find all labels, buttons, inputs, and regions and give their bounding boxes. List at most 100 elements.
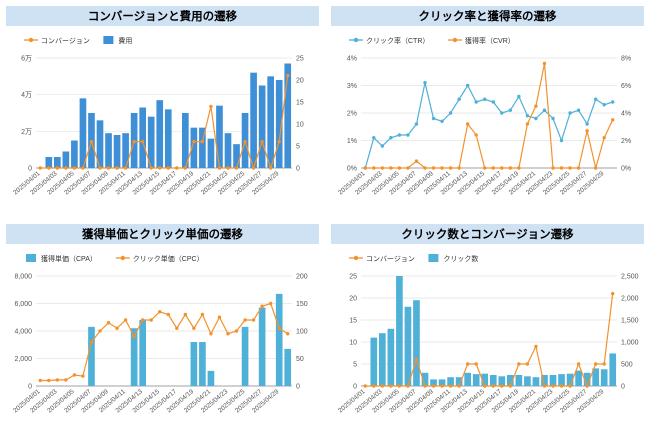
data-point: [593, 97, 598, 101]
data-point: [115, 326, 119, 330]
data-point: [508, 108, 513, 112]
bar: [88, 326, 95, 386]
y-tick-label-right: 4%: [621, 111, 631, 118]
data-point: [217, 166, 222, 170]
data-point: [389, 166, 393, 170]
bar: [455, 377, 463, 386]
data-point: [517, 166, 521, 170]
bar: [430, 379, 437, 386]
data-point: [534, 116, 538, 121]
data-point: [81, 374, 85, 378]
y-tick-label-right: 2%: [621, 138, 631, 145]
data-point: [602, 136, 606, 140]
bar: [549, 375, 557, 386]
data-point: [517, 94, 521, 99]
data-point: [149, 166, 153, 170]
data-point: [491, 100, 495, 104]
data-point: [217, 315, 222, 319]
data-point: [406, 166, 410, 170]
data-point: [363, 166, 367, 170]
data-point: [132, 139, 136, 144]
data-point: [568, 384, 572, 388]
bar: [62, 151, 70, 168]
bar: [199, 127, 206, 168]
data-point: [483, 97, 487, 101]
bar: [507, 375, 514, 386]
data-point: [465, 122, 470, 126]
data-point: [542, 384, 547, 388]
y-tick-label-left: 2万: [21, 128, 32, 136]
bar: [122, 133, 129, 168]
legend-marker: [452, 37, 458, 43]
data-point: [559, 384, 564, 388]
bar: [592, 368, 599, 386]
data-point: [123, 318, 128, 322]
data-point: [132, 334, 136, 339]
data-point: [440, 119, 444, 123]
data-point: [423, 384, 427, 388]
data-point: [457, 384, 461, 388]
legend-label: コンバージョン: [366, 255, 415, 263]
data-point: [397, 384, 402, 388]
data-point: [423, 166, 427, 170]
data-point: [389, 384, 393, 388]
bar: [105, 133, 112, 168]
y-tick-label-right: 0: [296, 166, 300, 173]
data-point: [508, 166, 513, 170]
bar: [190, 342, 198, 386]
legend-marker: [120, 255, 126, 261]
data-point: [234, 329, 239, 333]
data-point: [140, 318, 145, 322]
data-point: [268, 301, 273, 306]
bar: [147, 116, 155, 168]
data-point: [268, 166, 273, 170]
data-point: [585, 384, 589, 388]
y-tick-label-left: 15: [349, 318, 357, 325]
y-tick-label-right: 100: [296, 329, 308, 336]
data-point: [534, 344, 538, 349]
data-point: [542, 61, 547, 66]
data-point: [389, 136, 393, 140]
data-point: [277, 139, 281, 144]
data-point: [234, 166, 239, 170]
data-point: [406, 133, 410, 137]
bar: [156, 100, 164, 168]
y-tick-label-left: 0%: [347, 166, 357, 173]
data-point: [98, 166, 102, 170]
data-point: [508, 384, 513, 388]
data-point: [372, 166, 376, 170]
bar: [258, 307, 266, 386]
data-point: [602, 103, 606, 107]
data-point: [149, 318, 153, 322]
data-point: [200, 312, 205, 317]
legend-label: クリック単価（CPC）: [133, 254, 204, 263]
y-tick-label-right: 10: [296, 122, 304, 129]
data-point: [81, 166, 85, 170]
bar: [267, 76, 274, 168]
data-point: [380, 144, 385, 148]
bar: [224, 133, 232, 168]
y-tick-label-left: 2%: [347, 111, 357, 118]
bar: [275, 80, 283, 168]
bar: [515, 375, 523, 386]
bar: [216, 105, 223, 168]
data-point: [611, 118, 615, 122]
data-point: [47, 378, 51, 383]
chart-title: クリック数とコンバージョン遷移: [331, 224, 644, 244]
bar: [190, 127, 198, 168]
data-point: [47, 166, 51, 170]
data-point: [576, 108, 581, 112]
y-tick-label-left: 6,000: [14, 301, 32, 308]
y-tick-label-right: 2,000: [621, 296, 639, 303]
data-point: [166, 312, 170, 317]
bar: [54, 157, 61, 168]
data-point: [465, 362, 470, 366]
data-point: [500, 166, 504, 170]
data-point: [611, 100, 615, 104]
data-point: [559, 166, 564, 170]
data-point: [431, 384, 436, 388]
bar: [233, 144, 240, 168]
y-tick-label-right: 15: [296, 100, 304, 107]
data-point: [431, 116, 436, 121]
data-point: [585, 122, 589, 126]
